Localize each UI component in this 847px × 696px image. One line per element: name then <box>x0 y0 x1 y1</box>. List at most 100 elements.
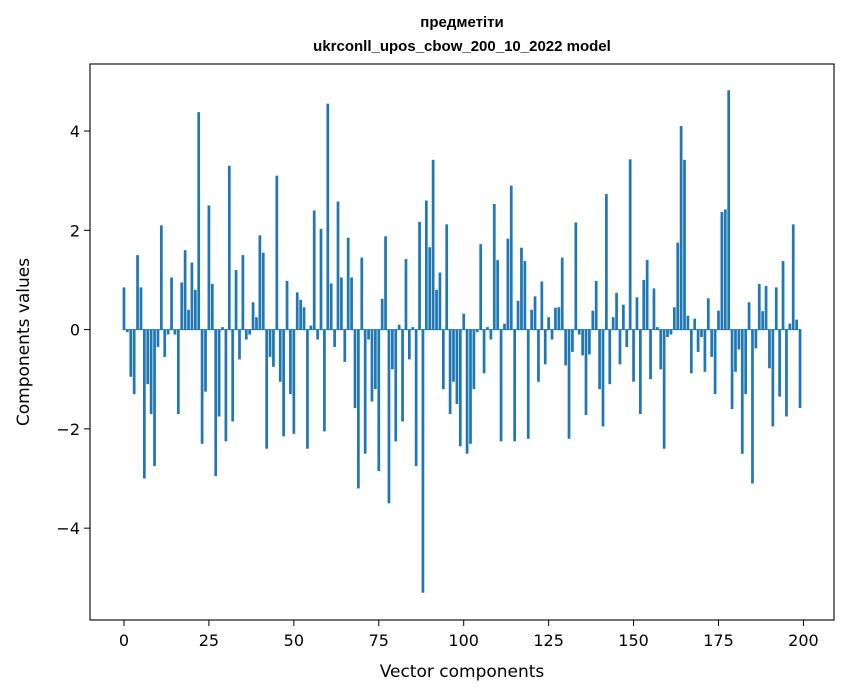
bar <box>129 329 133 377</box>
bar <box>370 329 374 402</box>
bar <box>530 309 533 330</box>
bar <box>526 329 530 439</box>
bar <box>489 329 493 340</box>
bar <box>666 329 669 338</box>
bar <box>605 194 608 330</box>
bar <box>214 329 218 477</box>
bar <box>244 329 248 340</box>
bar <box>686 315 690 330</box>
bar <box>394 329 398 442</box>
bar <box>533 296 537 330</box>
bar <box>720 211 724 330</box>
bar <box>778 329 781 397</box>
bar <box>159 225 163 330</box>
bar <box>547 317 550 330</box>
bar <box>380 298 384 330</box>
bar <box>635 297 639 330</box>
bar <box>132 329 136 395</box>
bar <box>210 283 214 330</box>
bar <box>143 329 146 479</box>
bar <box>397 324 401 330</box>
bar <box>231 329 235 422</box>
bar <box>183 250 187 330</box>
bar <box>190 262 194 330</box>
bar <box>204 329 207 392</box>
bar <box>713 329 717 395</box>
bar <box>357 329 360 489</box>
bar <box>523 261 527 330</box>
bar <box>584 329 588 415</box>
bar <box>588 329 591 355</box>
bar <box>333 329 336 347</box>
y-axis: −4 −2 0 2 4 <box>56 122 90 538</box>
bar <box>136 255 139 330</box>
chart-title: предметіти <box>420 14 503 31</box>
bar <box>798 329 802 409</box>
bar <box>248 329 252 335</box>
bar <box>360 257 364 330</box>
bar <box>170 277 173 330</box>
bar <box>166 329 170 335</box>
bar <box>234 270 238 330</box>
bar <box>622 304 625 330</box>
bar <box>791 224 795 330</box>
y-tick-label: 2 <box>70 221 80 240</box>
bar <box>632 329 635 382</box>
y-tick-label: −4 <box>56 519 80 538</box>
bar <box>149 329 153 414</box>
bar <box>312 210 316 330</box>
bar <box>788 323 792 330</box>
bar <box>747 302 751 330</box>
bar <box>139 287 143 330</box>
bar <box>662 329 666 449</box>
bar <box>200 329 204 444</box>
x-tick-label: 175 <box>703 631 734 650</box>
bar <box>153 329 156 467</box>
bar <box>774 287 778 330</box>
bar <box>652 288 656 330</box>
bar <box>683 159 686 330</box>
bar <box>564 329 567 366</box>
bar <box>122 287 126 330</box>
x-axis-label: Vector components <box>380 662 545 682</box>
bar <box>740 329 744 454</box>
bar <box>163 329 167 357</box>
bar <box>513 329 517 442</box>
bar <box>346 237 350 330</box>
bar <box>224 329 228 442</box>
bar <box>689 329 693 374</box>
bar <box>516 300 520 330</box>
bar <box>581 329 584 356</box>
y-axis-label: Components values <box>14 258 34 426</box>
bar <box>550 329 554 340</box>
bar <box>306 329 309 449</box>
bar <box>353 329 357 409</box>
bar <box>717 310 720 330</box>
bar <box>418 221 421 330</box>
bar <box>676 242 680 330</box>
bar <box>377 329 381 472</box>
bar <box>560 257 564 330</box>
bar <box>723 209 727 330</box>
bar <box>594 280 598 330</box>
bar <box>319 228 323 330</box>
x-axis: 0 25 50 75 100 125 150 175 200 <box>119 620 819 650</box>
bar <box>367 329 370 340</box>
bar <box>472 329 476 390</box>
bar <box>557 307 561 330</box>
x-tick-label: 0 <box>119 631 129 650</box>
bar <box>672 307 676 330</box>
x-tick-label: 25 <box>199 631 219 650</box>
bar <box>492 203 496 330</box>
bar <box>241 255 245 330</box>
bar <box>625 329 629 347</box>
bar <box>475 329 479 333</box>
bar <box>374 329 377 390</box>
bar <box>295 292 299 330</box>
bar <box>703 329 707 372</box>
bar <box>221 327 224 330</box>
bar <box>615 292 618 330</box>
x-tick-label: 100 <box>448 631 479 650</box>
y-tick-label: −2 <box>56 420 80 439</box>
